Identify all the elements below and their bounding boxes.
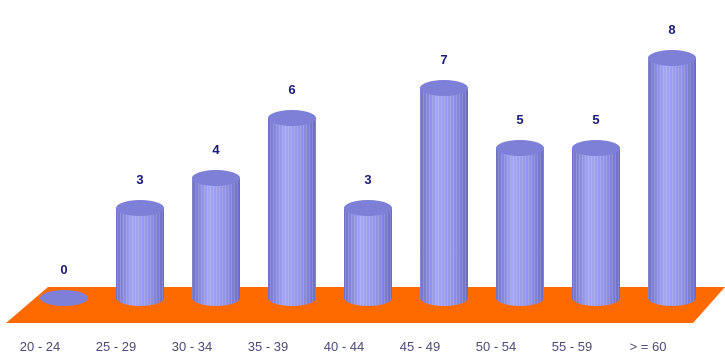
value-label: 0 [60, 262, 67, 277]
labels-group: 0 20 - 24 3 25 - 29 4 30 - 34 6 35 - 39 3 40 - 44… [20, 22, 676, 354]
bar-ribs [572, 148, 620, 306]
bar-top [496, 140, 544, 156]
bar-ribs [344, 208, 392, 306]
bar-top [40, 290, 88, 306]
bar-ribs [648, 58, 696, 306]
value-label: 5 [592, 112, 599, 127]
category-label: 35 - 39 [248, 339, 288, 354]
category-label: > = 60 [630, 339, 667, 354]
value-label: 4 [212, 142, 220, 157]
bar-top [116, 200, 164, 216]
bar-top [420, 80, 468, 96]
category-label: 40 - 44 [324, 339, 364, 354]
bar-50-54 [496, 140, 544, 306]
bar-top [344, 200, 392, 216]
bar-20-24 [40, 290, 88, 306]
category-label: 30 - 34 [172, 339, 212, 354]
bar-25-29 [116, 200, 164, 306]
bar-ribs [268, 118, 316, 306]
bar-ribs [496, 148, 544, 306]
value-label: 3 [364, 172, 371, 187]
bar-ribs [116, 208, 164, 306]
bar-40-44 [344, 200, 392, 306]
value-label: 5 [516, 112, 523, 127]
bar-30-34 [192, 170, 240, 306]
bar-60 [648, 50, 696, 306]
value-label: 7 [440, 52, 447, 67]
category-label: 20 - 24 [20, 339, 60, 354]
bar-55-59 [572, 140, 620, 306]
category-label: 55 - 59 [552, 339, 592, 354]
value-label: 3 [136, 172, 143, 187]
category-label: 25 - 29 [96, 339, 136, 354]
category-label: 45 - 49 [400, 339, 440, 354]
bar-top [268, 110, 316, 126]
bar-ribs [192, 178, 240, 306]
bar-top [648, 50, 696, 66]
category-label: 50 - 54 [476, 339, 516, 354]
bar-top [572, 140, 620, 156]
bar-45-49 [420, 80, 468, 306]
value-label: 8 [668, 22, 675, 37]
bar-ribs [420, 88, 468, 306]
bars-group [40, 50, 696, 306]
bar-35-39 [268, 110, 316, 306]
bar-top [192, 170, 240, 186]
value-label: 6 [288, 82, 295, 97]
